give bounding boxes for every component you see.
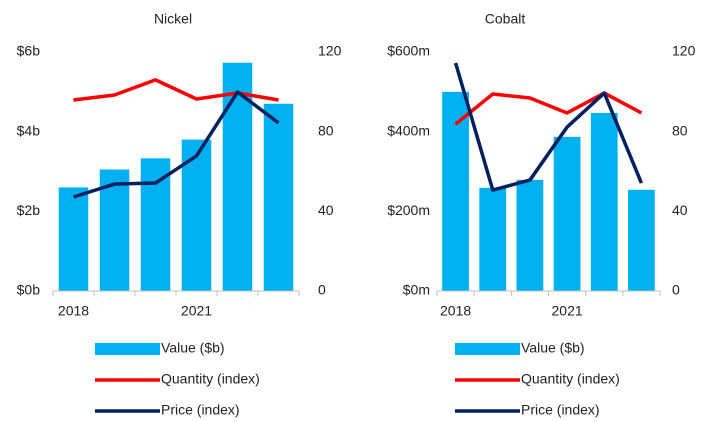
y-tick-label: $0b bbox=[17, 282, 41, 298]
bar bbox=[590, 112, 618, 291]
x-tick-label: 2021 bbox=[181, 303, 212, 319]
y-tick-label: $0m bbox=[403, 282, 430, 298]
x-tick-label: 2021 bbox=[552, 303, 583, 319]
y2-tick-label: 0 bbox=[318, 282, 326, 298]
bar bbox=[181, 139, 212, 291]
bar bbox=[58, 187, 89, 291]
bar bbox=[442, 91, 469, 291]
y2-tick-label: 80 bbox=[318, 122, 334, 138]
y2-tick-label: 120 bbox=[318, 43, 342, 59]
line-series bbox=[72, 90, 280, 199]
bar bbox=[516, 179, 544, 291]
y-tick-label: $2b bbox=[17, 202, 41, 218]
bar bbox=[479, 187, 507, 291]
bar bbox=[99, 169, 130, 291]
y-tick-label: $600m bbox=[387, 43, 430, 59]
bar bbox=[140, 158, 171, 291]
line-series bbox=[453, 62, 644, 192]
legend-label: Value ($b) bbox=[161, 340, 225, 356]
legend-label: Price (index) bbox=[521, 402, 600, 418]
y-tick-label: $6b bbox=[17, 43, 41, 59]
legend-label: Value ($b) bbox=[521, 340, 585, 356]
y2-tick-label: 120 bbox=[672, 43, 696, 59]
legend-swatch bbox=[95, 343, 160, 355]
x-tick-label: 2018 bbox=[440, 303, 471, 319]
bar bbox=[222, 62, 253, 291]
chart-title: Nickel bbox=[154, 11, 192, 27]
legend-label: Quantity (index) bbox=[161, 371, 260, 387]
legend-label: Quantity (index) bbox=[521, 371, 620, 387]
x-tick-label: 2018 bbox=[58, 303, 89, 319]
legend-label: Price (index) bbox=[161, 402, 240, 418]
chart-title: Cobalt bbox=[485, 11, 526, 27]
y2-tick-label: 40 bbox=[318, 202, 334, 218]
y-tick-label: $200m bbox=[387, 202, 430, 218]
line-series bbox=[73, 78, 279, 102]
y-tick-label: $4b bbox=[17, 122, 41, 138]
line-series bbox=[454, 91, 643, 126]
bar bbox=[263, 103, 294, 292]
y-tick-label: $400m bbox=[387, 122, 430, 138]
y2-tick-label: 80 bbox=[672, 122, 688, 138]
bar bbox=[628, 189, 655, 291]
legend-swatch bbox=[455, 343, 520, 355]
bar bbox=[553, 136, 581, 291]
y2-tick-label: 0 bbox=[672, 282, 680, 298]
y2-tick-label: 40 bbox=[672, 202, 688, 218]
